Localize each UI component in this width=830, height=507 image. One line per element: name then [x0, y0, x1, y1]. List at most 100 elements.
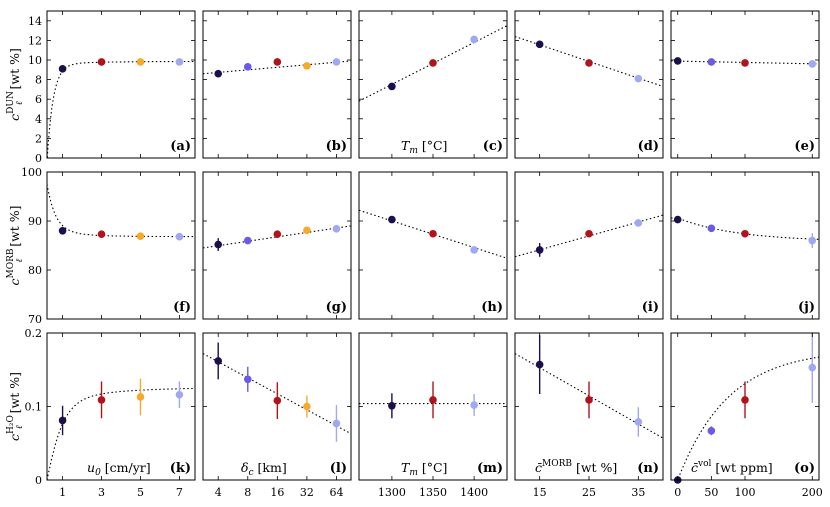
data-point	[58, 416, 67, 425]
panel-a: 0 2 4 6 8 10 12 14 (a)	[28, 10, 196, 165]
x-tick-label: 1300	[378, 486, 406, 499]
y-axis-label-sup: DUN	[6, 91, 16, 114]
y-axis-label-symbol: c	[7, 434, 22, 441]
panel-i: (i)	[514, 171, 664, 320]
data-point	[470, 35, 478, 44]
x-axis-label-sub: 0	[95, 468, 101, 478]
data-point	[273, 396, 282, 405]
x-axis-label-sup: vol	[697, 459, 712, 469]
data-point	[214, 240, 223, 249]
y-tick-label: 6	[35, 93, 42, 106]
fit-line	[203, 225, 351, 249]
data-point	[214, 357, 223, 365]
axis-box	[514, 10, 664, 159]
data-point	[429, 229, 437, 238]
x-axis-label-symbol: δ	[241, 460, 249, 475]
data-point	[243, 63, 252, 71]
x-axis-label-unit: [wt ppm]	[711, 460, 772, 475]
data-point	[136, 58, 145, 66]
data-point	[303, 226, 311, 235]
axis-box	[46, 332, 196, 481]
x-tick-label: 0	[674, 486, 681, 499]
axis-box	[670, 10, 820, 159]
data-point	[243, 375, 252, 384]
fit-line	[203, 60, 351, 75]
panel-letter: (o)	[794, 461, 815, 476]
panel-h: (h)	[358, 171, 508, 320]
y-tick-label: 0.2	[25, 327, 43, 340]
data-point	[585, 59, 593, 67]
y-axis-label: cMORBℓ [wt %]	[6, 205, 25, 285]
panel-k: 1 3 5 700.10.2(k)u0 [cm/yr]	[25, 327, 196, 499]
x-axis-label-unit: [wt %]	[572, 460, 617, 475]
data-point	[388, 215, 396, 224]
data-point	[58, 65, 67, 73]
x-tick-label: 100	[735, 486, 756, 499]
panel-letter: (b)	[326, 139, 347, 154]
data-point	[707, 224, 716, 233]
data-point	[332, 225, 341, 233]
panel-g: (g)	[202, 171, 352, 320]
panel-letter: (a)	[170, 139, 191, 154]
y-tick-label: 70	[28, 313, 42, 326]
x-axis-label: c̄vol [wt ppm]	[691, 459, 773, 475]
x-tick-label: 50	[704, 486, 718, 499]
panel-o: 0 50 100 200 (o) c̄vol [wt ppm]	[670, 332, 823, 499]
data-point	[634, 219, 643, 227]
panel-b: (b)	[202, 10, 352, 159]
data-point	[535, 40, 544, 49]
y-axis-label-unit: [wt %]	[7, 372, 22, 417]
y-axis-label: cH₂Oℓ [wt %]	[6, 372, 25, 441]
axis-box	[46, 10, 196, 159]
x-tick-label: 1400	[460, 486, 488, 499]
panel-m: 1300 1350 1400 (m) Tm [°C]	[358, 332, 508, 499]
fit-group	[671, 60, 819, 65]
panel-f: 70 80 90 100 (f)	[21, 166, 196, 326]
data-point	[741, 396, 749, 404]
x-axis-label-unit: [°C]	[418, 460, 448, 475]
data-point	[741, 229, 749, 238]
data-point	[273, 230, 282, 239]
fit-curve	[47, 60, 195, 158]
fit-group	[47, 184, 195, 238]
data-point	[175, 58, 184, 66]
panel-n: 15 25 35 (n) c̄MORB [wt %]	[514, 332, 664, 499]
data-point	[634, 74, 643, 83]
data-point	[535, 360, 544, 369]
panel-letter: (h)	[481, 300, 503, 315]
panel-letter: (n)	[637, 461, 659, 476]
y-axis-label-unit: [wt %]	[7, 205, 22, 250]
x-axis-label: c̄MORB [wt %]	[535, 459, 617, 475]
x-tick-label: 200	[802, 486, 823, 499]
x-tick-label: 1350	[419, 486, 447, 499]
y-tick-label: 0	[35, 152, 42, 165]
y-tick-label: 0.1	[25, 401, 43, 414]
x-tick-label: 1	[59, 486, 66, 499]
panel-letter: (i)	[642, 300, 659, 315]
panel-letter: (e)	[794, 139, 815, 154]
data-point	[303, 62, 311, 70]
panel-l: 4 8 16 32 64 (l) δc [km]	[202, 332, 352, 499]
panel-letter: (j)	[798, 300, 815, 315]
data-point	[175, 390, 184, 399]
data-point	[273, 58, 282, 66]
axis-box	[358, 10, 508, 159]
axis-box	[670, 171, 820, 320]
y-axis-label-symbol: c	[7, 114, 22, 121]
panel-letter: (d)	[638, 139, 659, 154]
data-point	[741, 59, 749, 67]
data-point	[707, 426, 716, 435]
data-point	[97, 230, 106, 239]
x-axis-label-sup: MORB	[542, 459, 572, 469]
y-tick-label: 2	[35, 132, 42, 145]
data-point	[388, 401, 396, 410]
x-axis-label-symbol: T	[401, 138, 411, 153]
y-axis-label-unit: [wt %]	[7, 48, 22, 93]
data-point	[332, 419, 341, 428]
x-tick-label: 25	[582, 486, 596, 499]
fit-group	[203, 225, 351, 249]
x-axis-label-symbol: T	[401, 460, 411, 475]
data-point	[332, 58, 341, 66]
data-point	[673, 215, 682, 224]
